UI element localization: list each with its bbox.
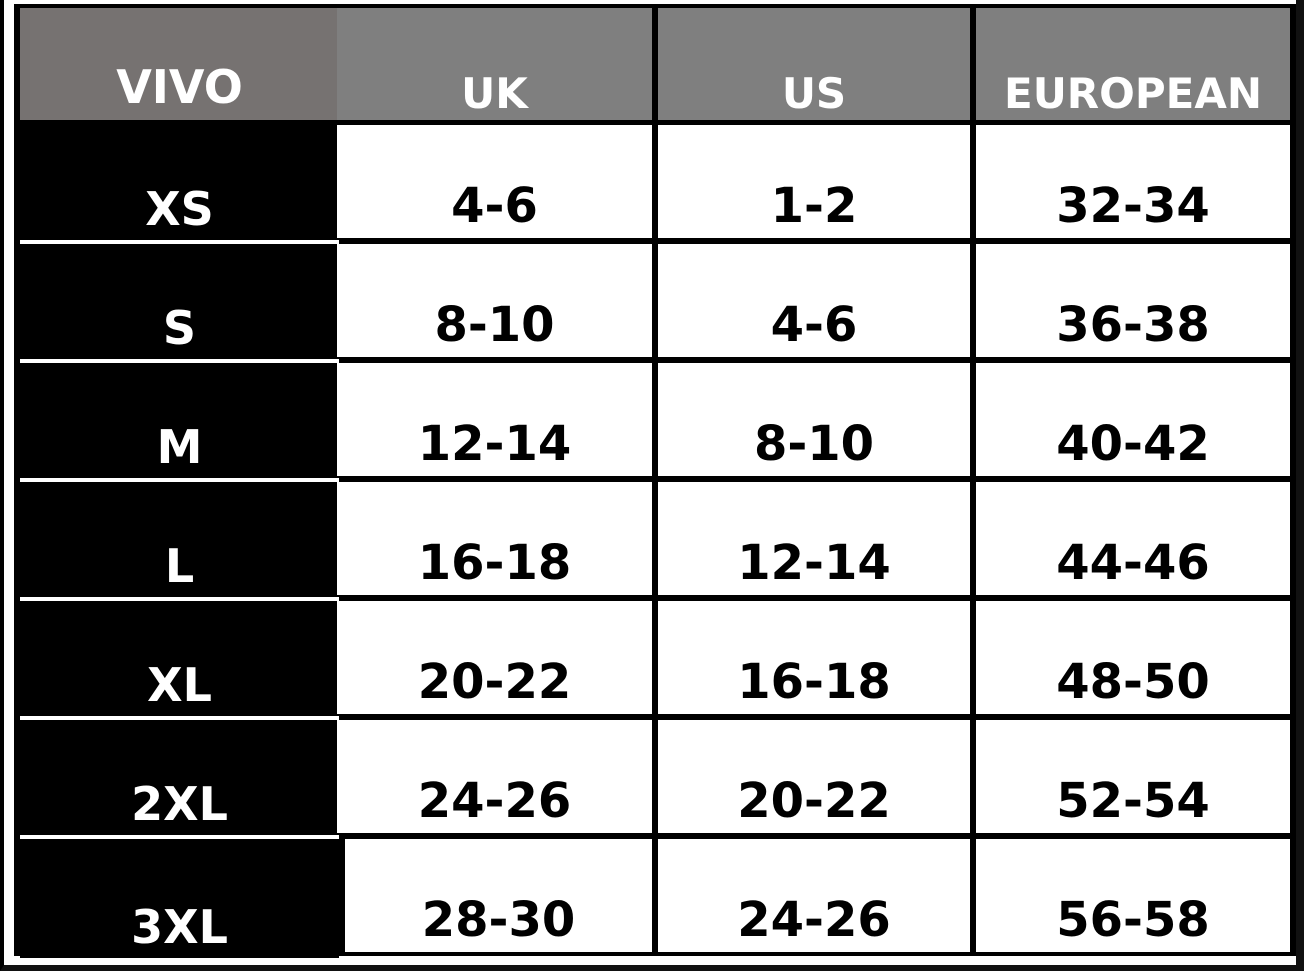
size-value-cell-uk: 16-18 <box>337 482 652 595</box>
size-value-cell-us: 16-18 <box>658 601 970 714</box>
size-label-cell: 3XL <box>20 839 339 958</box>
column-header-us: US <box>658 8 970 120</box>
size-value-cell-uk: 28-30 <box>345 839 652 952</box>
size-chart-table: VIVO UK US EUROPEAN XS 4-6 1-2 32-34 S 8-10 4-6 36-… <box>14 4 1296 958</box>
size-value-cell-eu: 44-46 <box>976 482 1290 595</box>
size-value-cell-eu: 56-58 <box>976 839 1290 952</box>
size-value-cell-eu: 52-54 <box>976 720 1290 833</box>
size-label-cell: XS <box>20 125 339 244</box>
column-header-uk: UK <box>337 8 652 120</box>
size-value-cell-us: 24-26 <box>658 839 970 952</box>
size-value-cell-uk: 4-6 <box>337 125 652 238</box>
column-header-eu: EUROPEAN <box>976 8 1290 120</box>
size-value-cell-us: 12-14 <box>658 482 970 595</box>
size-value-cell-us: 4-6 <box>658 244 970 357</box>
size-label-cell: M <box>20 363 339 482</box>
size-value-cell-us: 1-2 <box>658 125 970 238</box>
size-label-cell: 2XL <box>20 720 339 839</box>
size-label-cell: L <box>20 482 339 601</box>
size-value-cell-us: 20-22 <box>658 720 970 833</box>
size-value-cell-eu: 48-50 <box>976 601 1290 714</box>
size-value-cell-eu: 40-42 <box>976 363 1290 476</box>
size-value-cell-uk: 8-10 <box>337 244 652 357</box>
size-value-cell-uk: 20-22 <box>337 601 652 714</box>
column-header-size: VIVO <box>20 8 339 120</box>
size-value-cell-eu: 32-34 <box>976 125 1290 238</box>
size-label-cell: XL <box>20 601 339 720</box>
size-value-cell-uk: 24-26 <box>337 720 652 833</box>
size-value-cell-uk: 12-14 <box>337 363 652 476</box>
size-label-cell: S <box>20 244 339 363</box>
size-value-cell-us: 8-10 <box>658 363 970 476</box>
size-value-cell-eu: 36-38 <box>976 244 1290 357</box>
